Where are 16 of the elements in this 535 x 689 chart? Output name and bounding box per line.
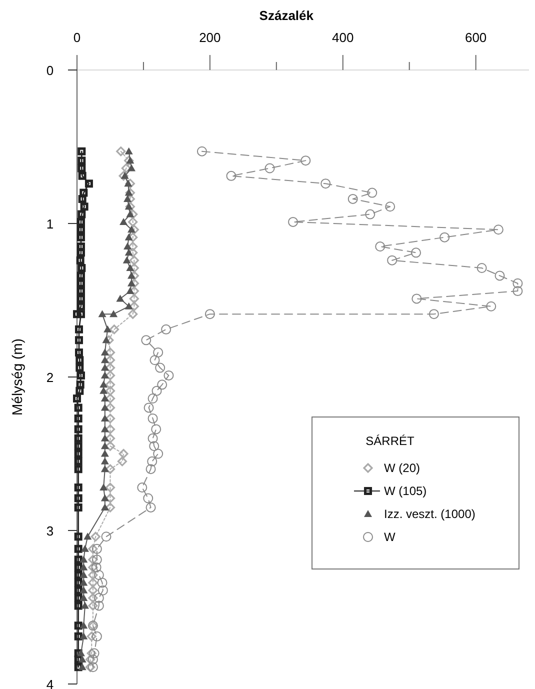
x-axis-title: Százalék bbox=[259, 8, 314, 23]
legend-label: W (105) bbox=[384, 484, 427, 498]
x-tick-label: 600 bbox=[464, 30, 487, 45]
legend-label: W bbox=[384, 530, 396, 544]
legend-label: Izz. veszt. (1000) bbox=[384, 507, 476, 521]
legend-title: SÁRRÉT bbox=[366, 434, 415, 448]
y-tick-label: 2 bbox=[46, 370, 54, 385]
x-tick-label: 200 bbox=[199, 30, 221, 45]
legend-label: W (20) bbox=[384, 461, 420, 475]
y-tick-label: 3 bbox=[46, 524, 54, 538]
y-tick-label: 4 bbox=[46, 677, 54, 689]
x-tick-label: 400 bbox=[332, 30, 354, 45]
y-axis-title: Mélység (m) bbox=[9, 338, 25, 416]
x-tick-label: 0 bbox=[73, 30, 81, 45]
y-tick-label: 1 bbox=[46, 216, 54, 232]
y-tick-label: 0 bbox=[46, 63, 54, 78]
